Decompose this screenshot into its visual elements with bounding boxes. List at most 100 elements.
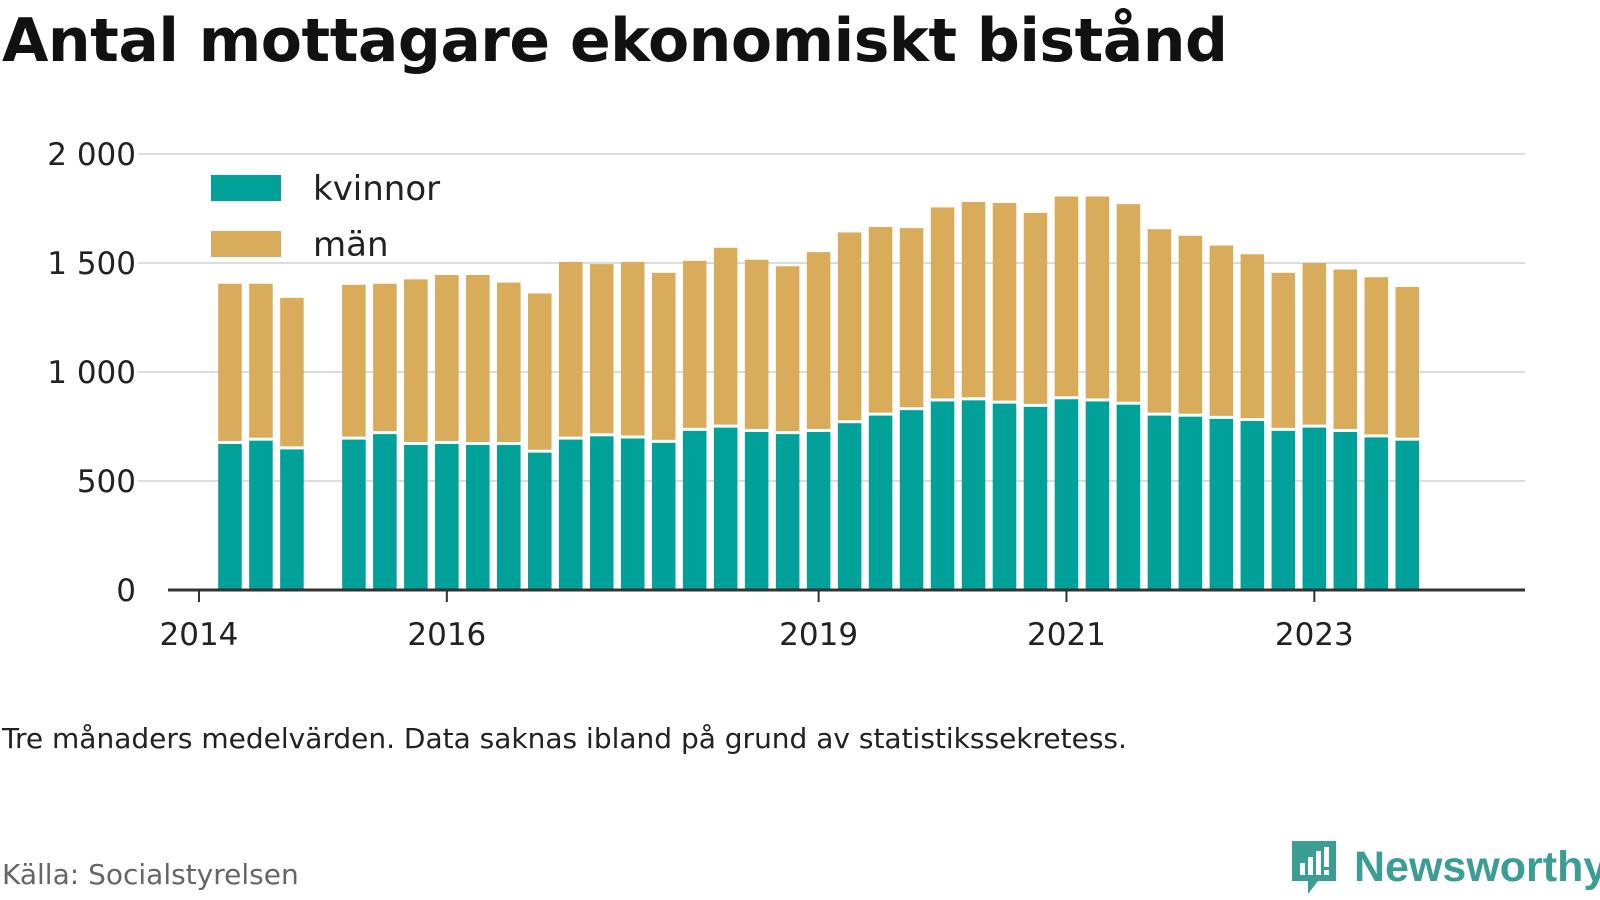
bar-man: [930, 207, 955, 399]
bar-kvinnor: [280, 449, 304, 590]
bar-kvinnor: [1023, 406, 1048, 590]
bar-kvinnor: [713, 427, 738, 590]
bar-man: [373, 283, 397, 432]
brand-logo: Newsworthy: [1288, 836, 1600, 898]
bar-man: [1178, 235, 1203, 414]
y-tick-label: 2 000: [47, 137, 136, 173]
bar-kvinnor: [497, 445, 521, 590]
bar-kvinnor: [1302, 427, 1327, 590]
bar-man: [744, 259, 769, 429]
source-label: Källa: Socialstyrelsen: [2, 858, 299, 891]
bar-man: [528, 293, 552, 450]
chart-title: Antal mottagare ekonomiskt bistånd: [2, 6, 1228, 76]
bar-kvinnor: [373, 434, 397, 590]
bar-kvinnor: [899, 410, 924, 590]
bar-man: [342, 284, 366, 437]
bar-man: [775, 266, 800, 432]
bar-man: [1333, 269, 1358, 429]
bar-man: [1147, 229, 1172, 413]
legend-swatch-man: [211, 231, 281, 257]
bar-kvinnor: [868, 415, 893, 590]
bar-kvinnor: [1116, 404, 1141, 590]
bar-kvinnor: [961, 400, 986, 590]
bar-man: [868, 227, 893, 413]
y-tick-label: 1 000: [47, 355, 136, 391]
bar-man: [837, 232, 862, 421]
bar-kvinnor: [806, 431, 831, 590]
bar-kvinnor: [589, 436, 614, 590]
bar-man: [713, 247, 738, 425]
x-tick-label: 2021: [1027, 617, 1106, 653]
bar-man: [961, 201, 986, 398]
bar-man: [806, 252, 831, 429]
bar-kvinnor: [1333, 431, 1358, 590]
legend-label-man: män: [313, 225, 389, 265]
bar-chart-speech-icon: [1292, 841, 1336, 894]
bar-man: [404, 279, 428, 443]
bar-kvinnor: [620, 438, 645, 590]
axes: 0 500 1 000 1 500 2 000 2014 2016 2019 2021 2023: [47, 137, 1525, 653]
bar-kvinnor: [435, 443, 459, 590]
x-tick-label: 2019: [779, 617, 858, 653]
bar-kvinnor: [1395, 440, 1420, 590]
brand-name: Newsworthy: [1354, 842, 1600, 891]
y-tick-label: 0: [116, 573, 136, 609]
bar-man: [466, 274, 490, 443]
bar-man: [435, 274, 459, 441]
bar-kvinnor: [558, 439, 583, 590]
bar-kvinnor: [992, 403, 1017, 590]
bar-man: [1271, 272, 1296, 428]
bar-kvinnor: [837, 423, 862, 590]
bar-kvinnor: [682, 430, 707, 590]
x-tick-label: 2016: [407, 617, 486, 653]
bar-kvinnor: [404, 445, 428, 590]
bar-man: [651, 272, 676, 440]
bar-man: [682, 260, 707, 428]
bar-man: [280, 297, 304, 447]
legend-label-kvinnor: kvinnor: [313, 169, 440, 209]
bar-man: [899, 228, 924, 408]
bar-man: [1209, 245, 1234, 416]
bar-man: [497, 282, 521, 443]
bar-man: [1116, 204, 1141, 402]
y-tick-label: 1 500: [47, 246, 136, 282]
bar-kvinnor: [1209, 418, 1234, 590]
bar-kvinnor: [1271, 430, 1296, 590]
x-tick-label: 2023: [1275, 617, 1354, 653]
bar-kvinnor: [218, 443, 242, 590]
bar-man: [589, 264, 614, 434]
bar-kvinnor: [651, 442, 676, 590]
legend: kvinnor män: [211, 169, 440, 265]
bar-kvinnor: [249, 440, 273, 590]
bars: [218, 196, 1420, 590]
bar-kvinnor: [744, 431, 769, 590]
bar-man: [1395, 286, 1420, 438]
bar-man: [249, 283, 273, 438]
legend-swatch-kvinnor: [211, 175, 281, 201]
bar-kvinnor: [466, 445, 490, 590]
bar-kvinnor: [1147, 415, 1172, 590]
x-tick-label: 2014: [160, 617, 239, 653]
bar-man: [558, 261, 583, 437]
bar-man: [1302, 263, 1327, 425]
bar-kvinnor: [1364, 437, 1389, 590]
chart-note: Tre månaders medelvärden. Data saknas ib…: [2, 722, 1127, 755]
bar-man: [1240, 254, 1265, 419]
bar-kvinnor: [342, 439, 366, 590]
bar-kvinnor: [1085, 401, 1110, 590]
bar-man: [1364, 277, 1389, 435]
bar-kvinnor: [775, 434, 800, 590]
bar-kvinnor: [1054, 399, 1079, 590]
bar-man: [1054, 196, 1079, 397]
y-tick-label: 500: [77, 464, 136, 500]
bar-kvinnor: [1178, 416, 1203, 590]
bar-man: [218, 283, 242, 441]
bar-man: [1085, 196, 1110, 399]
bar-man: [620, 261, 645, 436]
bar-kvinnor: [528, 452, 552, 590]
bar-man: [992, 203, 1017, 401]
bar-kvinnor: [930, 401, 955, 590]
bar-man: [1023, 212, 1048, 404]
bar-kvinnor: [1240, 421, 1265, 590]
